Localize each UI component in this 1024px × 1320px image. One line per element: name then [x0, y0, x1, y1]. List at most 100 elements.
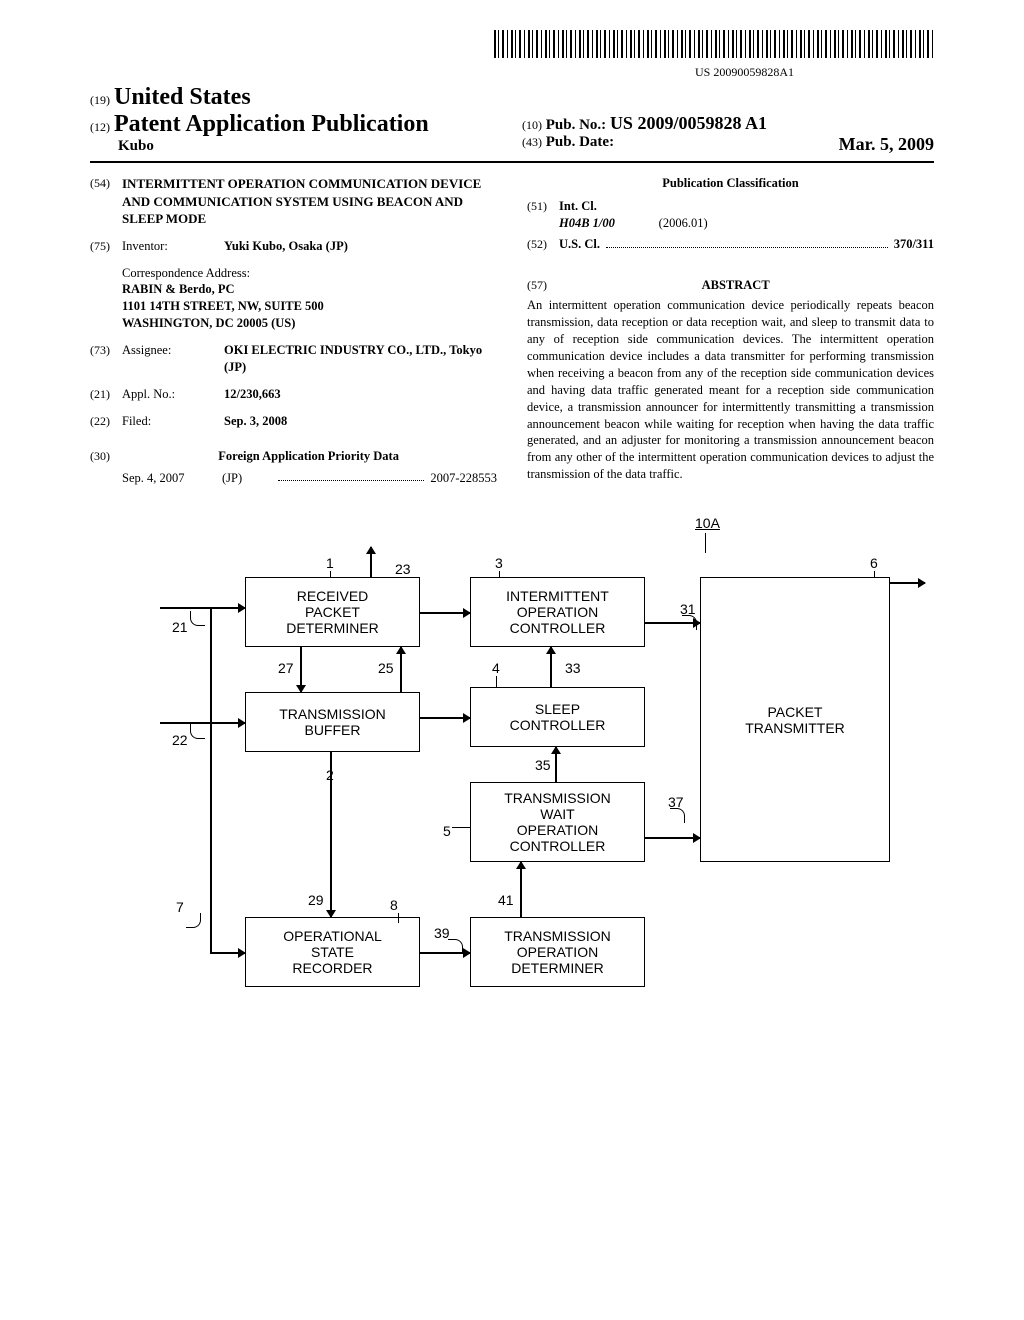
left-column: (54) INTERMITTENT OPERATION COMMUNICATIO… — [90, 175, 497, 487]
inventor: Yuki Kubo, Osaka (JP) — [224, 238, 497, 255]
ref-25: 25 — [378, 660, 394, 676]
code-43: (43) — [522, 135, 542, 149]
ref-23: 23 — [395, 561, 411, 577]
arrow-icon — [420, 612, 470, 614]
pub-no-line: (10) Pub. No.: US 2009/0059828 A1 — [522, 113, 934, 134]
pub-type-line: (12) Patent Application Publication — [90, 111, 502, 138]
arrow-icon — [890, 582, 925, 584]
arrow-icon — [210, 952, 245, 954]
foreign-date: Sep. 4, 2007 — [122, 470, 222, 487]
ref-5: 5 — [443, 823, 451, 839]
abstract-head-row: (57) ABSTRACT — [527, 267, 934, 298]
code-73: (73) — [90, 342, 122, 376]
box-intermittent-op-controller: INTERMITTENT OPERATION CONTROLLER — [470, 577, 645, 647]
intcl-ver: (2006.01) — [659, 216, 708, 230]
code-75: (75) — [90, 238, 122, 255]
intcl-row: (51) Int. Cl. H04B 1/00 (2006.01) — [527, 198, 934, 232]
corr-line1: RABIN & Berdo, PC — [122, 282, 235, 296]
arrow-icon — [520, 862, 522, 917]
abstract-label: ABSTRACT — [562, 277, 909, 294]
code-19: (19) — [90, 93, 110, 107]
code-54: (54) — [90, 175, 122, 228]
barcode-area: US 20090059828A1 — [90, 30, 934, 80]
foreign-title: Foreign Application Priority Data — [125, 448, 492, 465]
arrow-icon — [645, 622, 700, 624]
ref-8: 8 — [390, 897, 398, 913]
code-21: (21) — [90, 386, 122, 403]
arrow-icon — [330, 907, 332, 917]
correspondence-address: Correspondence Address: RABIN & Berdo, P… — [122, 265, 497, 333]
assignee: OKI ELECTRIC INDUSTRY CO., LTD., Tokyo (… — [224, 343, 482, 374]
ref-3: 3 — [495, 555, 503, 571]
country-line: (19) United States — [90, 84, 502, 111]
ref-10A: 10A — [695, 515, 720, 531]
arrow-icon — [160, 607, 245, 609]
pub-date-label: Pub. Date: — [546, 134, 614, 150]
ref-27: 27 — [278, 660, 294, 676]
header-left: (19) United States (12) Patent Applicati… — [90, 84, 502, 155]
pub-date: Mar. 5, 2009 — [839, 134, 934, 155]
header: (19) United States (12) Patent Applicati… — [90, 84, 934, 163]
uscl-label: U.S. Cl. — [559, 236, 600, 253]
dots-icon — [278, 470, 424, 481]
arrow-icon — [370, 547, 372, 577]
code-12: (12) — [90, 120, 110, 134]
ref-41: 41 — [498, 892, 514, 908]
box-received-packet-determiner: RECEIVED PACKET DETERMINER — [245, 577, 420, 647]
invention-title: INTERMITTENT OPERATION COMMUNICATION DEV… — [122, 175, 497, 228]
inventor-label: Inventor: — [122, 238, 224, 255]
ref-22: 22 — [172, 732, 188, 748]
code-10: (10) — [522, 118, 542, 132]
patent-page: US 20090059828A1 (19) United States (12)… — [0, 0, 1024, 1077]
box-tx-op-determiner: TRANSMISSION OPERATION DETERMINER — [470, 917, 645, 987]
ref-6: 6 — [870, 555, 878, 571]
box-sleep-controller: SLEEP CONTROLLER — [470, 687, 645, 747]
ref-4: 4 — [492, 660, 500, 676]
filed: Sep. 3, 2008 — [224, 414, 287, 428]
pub-date-line: (43) Pub. Date: Mar. 5, 2009 — [522, 134, 934, 155]
ref-35: 35 — [535, 757, 551, 773]
intcl-label: Int. Cl. — [559, 199, 597, 213]
filed-row: (22) Filed: Sep. 3, 2008 — [90, 413, 497, 430]
body-columns: (54) INTERMITTENT OPERATION COMMUNICATIO… — [90, 175, 934, 487]
arrow-icon — [300, 647, 302, 692]
arrow-icon — [160, 722, 245, 724]
box-tx-wait-op-controller: TRANSMISSION WAIT OPERATION CONTROLLER — [470, 782, 645, 862]
arrow-icon — [645, 837, 700, 839]
line-icon — [330, 752, 332, 917]
block-diagram: 10A RECEIVED PACKET DETERMINER TRANSMISS… — [100, 527, 920, 1037]
code-57: (57) — [527, 277, 559, 293]
corr-line2: 1101 14TH STREET, NW, SUITE 500 — [122, 299, 324, 313]
corr-line3: WASHINGTON, DC 20005 (US) — [122, 316, 295, 330]
pub-class-title: Publication Classification — [527, 175, 934, 192]
inventor-row: (75) Inventor: Yuki Kubo, Osaka (JP) — [90, 238, 497, 255]
uscl-val: 370/311 — [894, 236, 934, 253]
arrow-icon — [400, 647, 402, 692]
arrow-icon — [550, 647, 552, 687]
box-transmission-buffer: TRANSMISSION BUFFER — [245, 692, 420, 752]
ref-7: 7 — [176, 899, 184, 915]
dots-icon — [606, 237, 888, 248]
foreign-row-head: (30) Foreign Application Priority Data — [90, 440, 497, 471]
authors: Kubo — [118, 138, 502, 155]
applno-row: (21) Appl. No.: 12/230,663 — [90, 386, 497, 403]
pub-no-label: Pub. No.: — [546, 117, 606, 133]
uscl-row: (52) U.S. Cl. 370/311 — [527, 236, 934, 253]
line-icon — [210, 607, 212, 952]
applno: 12/230,663 — [224, 387, 281, 401]
box-packet-transmitter: PACKET TRANSMITTER — [700, 577, 890, 862]
title-row: (54) INTERMITTENT OPERATION COMMUNICATIO… — [90, 175, 497, 228]
code-51: (51) — [527, 198, 559, 232]
ref-1: 1 — [326, 555, 334, 571]
barcode-icon — [494, 30, 934, 58]
ref-21: 21 — [172, 619, 188, 635]
arrow-icon — [420, 717, 470, 719]
box-op-state-recorder: OPERATIONAL STATE RECORDER — [245, 917, 420, 987]
foreign-num: 2007-228553 — [430, 470, 497, 487]
applno-label: Appl. No.: — [122, 386, 224, 403]
code-52: (52) — [527, 236, 559, 252]
arrow-icon — [420, 952, 470, 954]
abstract-text: An intermittent operation communication … — [527, 297, 934, 483]
pub-no: US 2009/0059828 A1 — [610, 113, 767, 133]
filed-label: Filed: — [122, 413, 224, 430]
